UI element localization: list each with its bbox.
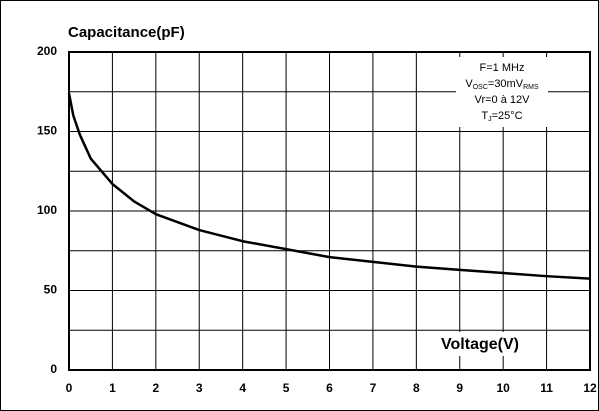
x-axis-label: Voltage(V) [441,336,519,353]
annotation-text: =25°C [492,110,523,122]
annotation-text: T [481,110,488,122]
x-tick-label: 12 [583,381,597,395]
annotation: VOSC=30mVRMS [465,78,539,91]
x-tick-label: 9 [456,381,463,395]
y-tick-label: 50 [44,283,58,297]
annotation-subscript: OSC [473,84,488,91]
annotation-text: Vr=0 à 12V [475,94,531,106]
annotation: Vr=0 à 12V [475,94,531,106]
plot-frame [68,51,591,371]
x-label-box [430,332,530,356]
x-tick-label: 0 [66,381,73,395]
annotation-text: V [465,78,473,90]
chart-title: Capacitance(pF) [68,24,185,41]
annotation-text: F=1 MHz [480,62,525,74]
line [67,93,591,280]
x-tick-label: 11 [540,381,553,395]
x-tick-label: 4 [239,381,246,395]
x-tick-label: 2 [152,381,159,395]
y-tick-label: 0 [50,362,57,376]
x-tick-label: 7 [370,381,377,395]
x-tick-label: 1 [109,381,116,395]
annotation: F=1 MHz [480,62,525,74]
y-tick-label: 100 [37,203,57,217]
annotation-subscript: RMS [523,84,539,91]
y-tick-label: 200 [37,44,57,58]
x-tick-label: 6 [326,381,333,395]
x-tick-label: 3 [196,381,203,395]
annotation-text: =30mV [488,78,524,90]
x-tick-label: 10 [496,381,510,395]
annotation-subscript: J [488,116,492,123]
annotation-box [456,57,548,127]
x-tick-label: 8 [413,381,420,395]
annotation: TJ=25°C [481,110,522,123]
x-tick-label: 5 [283,381,290,395]
y-tick-label: 150 [37,124,57,138]
